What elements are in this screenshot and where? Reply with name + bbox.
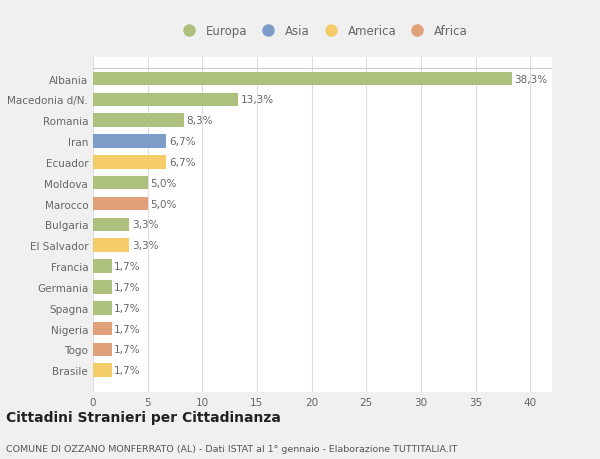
Bar: [93, 73, 512, 86]
Text: 1,7%: 1,7%: [115, 282, 141, 292]
Text: COMUNE DI OZZANO MONFERRATO (AL) - Dati ISTAT al 1° gennaio - Elaborazione TUTTI: COMUNE DI OZZANO MONFERRATO (AL) - Dati …: [6, 444, 457, 453]
Bar: [93, 301, 112, 315]
Text: 1,7%: 1,7%: [115, 324, 141, 334]
Bar: [93, 260, 112, 273]
Text: 13,3%: 13,3%: [241, 95, 274, 105]
Text: 3,3%: 3,3%: [132, 220, 158, 230]
Bar: [93, 197, 148, 211]
Bar: [93, 177, 148, 190]
Text: 6,7%: 6,7%: [169, 157, 196, 168]
Bar: [93, 156, 166, 169]
Bar: [93, 364, 112, 377]
Bar: [93, 135, 166, 149]
Text: 1,7%: 1,7%: [115, 303, 141, 313]
Text: 1,7%: 1,7%: [115, 365, 141, 375]
Bar: [93, 239, 129, 252]
Bar: [93, 218, 129, 232]
Text: 38,3%: 38,3%: [514, 74, 547, 84]
Bar: [93, 280, 112, 294]
Bar: [93, 114, 184, 128]
Text: 6,7%: 6,7%: [169, 137, 196, 147]
Text: Cittadini Stranieri per Cittadinanza: Cittadini Stranieri per Cittadinanza: [6, 411, 281, 425]
Text: 5,0%: 5,0%: [151, 179, 177, 188]
Text: 5,0%: 5,0%: [151, 199, 177, 209]
Text: 3,3%: 3,3%: [132, 241, 158, 251]
Text: 8,3%: 8,3%: [187, 116, 213, 126]
Text: 1,7%: 1,7%: [115, 262, 141, 271]
Bar: [93, 322, 112, 336]
Bar: [93, 343, 112, 357]
Text: 1,7%: 1,7%: [115, 345, 141, 355]
Legend: Europa, Asia, America, Africa: Europa, Asia, America, Africa: [175, 23, 470, 41]
Bar: [93, 93, 238, 107]
